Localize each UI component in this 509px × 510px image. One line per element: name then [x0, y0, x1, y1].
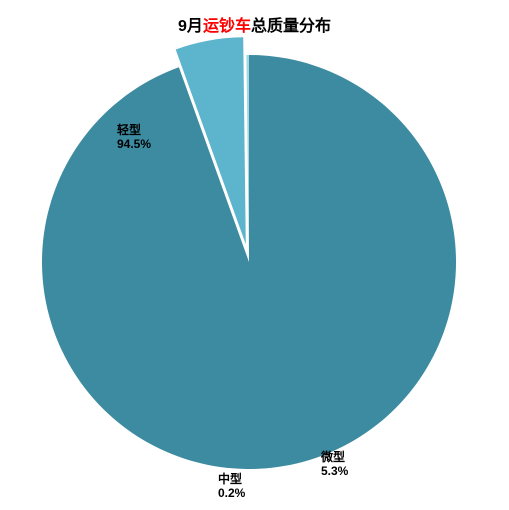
slice-pct: 0.2%: [218, 486, 245, 500]
slice-label-1: 微型5.3%: [321, 450, 348, 479]
pie-chart-container: 9月运钞车总质量分布 轻型94.5%微型5.3%中型0.2%: [0, 0, 509, 510]
slice-name: 轻型: [117, 123, 151, 137]
pie-slice-2: [246, 55, 249, 262]
slice-pct: 94.5%: [117, 137, 151, 151]
slice-label-2: 中型0.2%: [218, 472, 245, 501]
slice-name: 微型: [321, 450, 348, 464]
slice-name: 中型: [218, 472, 245, 486]
pie-svg: [0, 0, 509, 510]
slice-label-0: 轻型94.5%: [117, 123, 151, 152]
slice-pct: 5.3%: [321, 464, 348, 478]
